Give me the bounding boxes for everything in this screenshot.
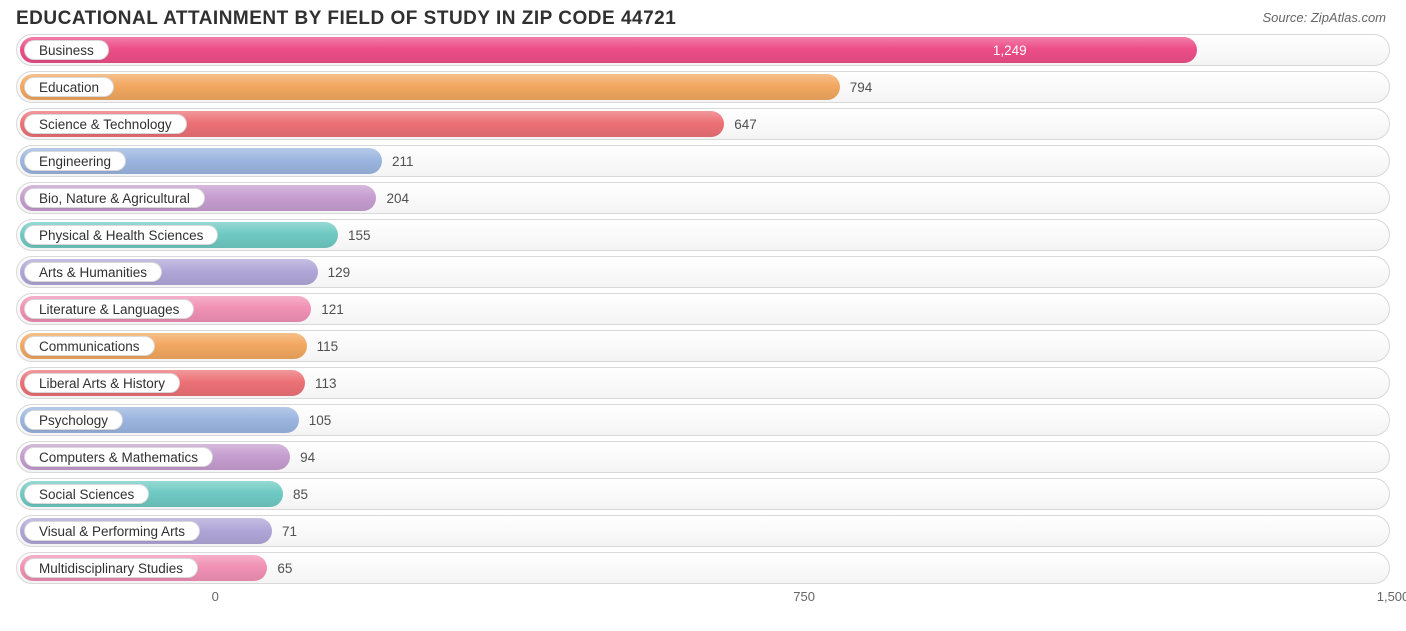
x-axis-tick: 750 — [793, 589, 815, 604]
bar-label-pill: Engineering — [24, 151, 126, 171]
bar-row: Liberal Arts & History 113 — [16, 367, 1390, 399]
bar-row: Science & Technology 647 — [16, 108, 1390, 140]
bar-label-pill: Psychology — [24, 410, 123, 430]
bar-row: Psychology 105 — [16, 404, 1390, 436]
bar-row: Literature & Languages 121 — [16, 293, 1390, 325]
bar-value: 85 — [293, 479, 308, 509]
bar-value: 121 — [321, 294, 344, 324]
bar-row: Bio, Nature & Agricultural 204 — [16, 182, 1390, 214]
bar-value: 1,249 — [993, 35, 1185, 65]
chart-source: Source: ZipAtlas.com — [1262, 8, 1386, 25]
bar-value: 794 — [850, 72, 873, 102]
bar-value: 204 — [386, 183, 409, 213]
bar-row: Visual & Performing Arts 71 — [16, 515, 1390, 547]
x-axis: 07501,500 — [16, 589, 1390, 611]
bar-label-pill: Education — [24, 77, 114, 97]
bar-fill — [20, 74, 840, 100]
x-axis-tick: 1,500 — [1377, 589, 1406, 604]
bar-value: 94 — [300, 442, 315, 472]
bar-chart: Business 1,249 Education 794 Science & Techn… — [0, 34, 1406, 584]
bar-row: Arts & Humanities 129 — [16, 256, 1390, 288]
x-axis-tick: 0 — [212, 589, 219, 604]
bar-row: Multidisciplinary Studies 65 — [16, 552, 1390, 584]
bar-row: Education 794 — [16, 71, 1390, 103]
bar-row: Business 1,249 — [16, 34, 1390, 66]
bar-label-pill: Social Sciences — [24, 484, 149, 504]
chart-header: EDUCATIONAL ATTAINMENT BY FIELD OF STUDY… — [0, 0, 1406, 34]
bar-label-pill: Physical & Health Sciences — [24, 225, 218, 245]
bar-value: 211 — [392, 146, 414, 176]
bar-label-pill: Bio, Nature & Agricultural — [24, 188, 205, 208]
bar-label-pill: Science & Technology — [24, 114, 187, 134]
bar-label-pill: Multidisciplinary Studies — [24, 558, 198, 578]
bar-label-pill: Business — [24, 40, 109, 60]
bar-label-pill: Communications — [24, 336, 155, 356]
bar-label-pill: Computers & Mathematics — [24, 447, 213, 467]
bar-row: Communications 115 — [16, 330, 1390, 362]
bar-row: Engineering 211 — [16, 145, 1390, 177]
bar-value: 113 — [315, 368, 337, 398]
bar-row: Social Sciences 85 — [16, 478, 1390, 510]
bar-value: 115 — [317, 331, 339, 361]
bar-value: 129 — [328, 257, 351, 287]
bar-label-pill: Visual & Performing Arts — [24, 521, 200, 541]
bar-row: Physical & Health Sciences 155 — [16, 219, 1390, 251]
bar-label-pill: Arts & Humanities — [24, 262, 162, 282]
bar-value: 155 — [348, 220, 371, 250]
bar-label-pill: Liberal Arts & History — [24, 373, 180, 393]
chart-title: EDUCATIONAL ATTAINMENT BY FIELD OF STUDY… — [16, 8, 676, 30]
bar-value: 71 — [282, 516, 297, 546]
bar-label-pill: Literature & Languages — [24, 299, 194, 319]
bar-value: 105 — [309, 405, 332, 435]
bar-row: Computers & Mathematics 94 — [16, 441, 1390, 473]
bar-value: 65 — [277, 553, 292, 583]
bar-value: 647 — [734, 109, 757, 139]
